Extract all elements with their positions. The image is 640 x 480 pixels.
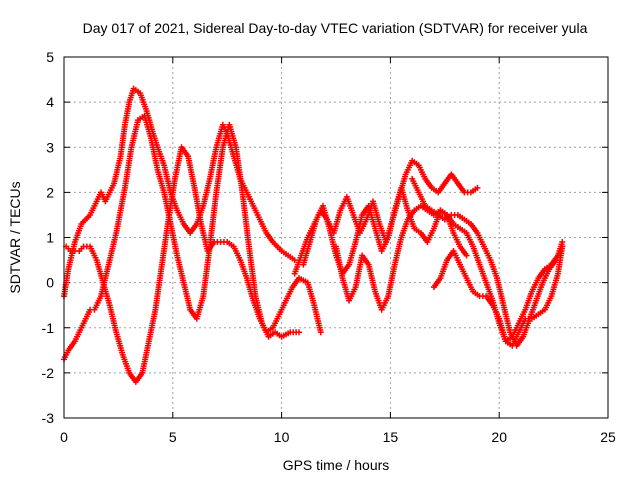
plot-frame: [63, 56, 609, 419]
x-tick-label: 25: [600, 429, 616, 445]
data-point: [296, 329, 303, 336]
y-tick-label: 1: [46, 230, 54, 246]
y-tick-label: 5: [46, 49, 54, 65]
data-point: [463, 252, 470, 259]
data-points: [61, 85, 566, 385]
y-tick-label: 0: [46, 275, 54, 291]
data-point: [317, 329, 324, 336]
x-tick-label: 10: [274, 429, 290, 445]
chart-title: Day 017 of 2021, Sidereal Day-to-day VTE…: [83, 20, 588, 36]
x-tick-label: 5: [169, 429, 177, 445]
y-axis-label: SDTVAR / TECUs: [7, 181, 23, 293]
axis-ticks: 0 5 10 15 20 25 -3 -2 -1 0 1 2 3 4 5: [42, 49, 616, 445]
y-tick-label: 4: [46, 94, 54, 110]
y-tick-label: 3: [46, 139, 54, 155]
x-tick-label: 0: [60, 429, 68, 445]
x-tick-label: 15: [383, 429, 399, 445]
grid: [64, 57, 608, 418]
data-point: [559, 243, 566, 250]
y-tick-label: -1: [42, 320, 55, 336]
y-tick-label: 2: [46, 184, 54, 200]
data-point: [474, 184, 481, 191]
x-axis-label: GPS time / hours: [283, 457, 390, 473]
y-tick-label: -2: [42, 365, 55, 381]
x-tick-label: 20: [491, 429, 507, 445]
y-tick-label: -3: [42, 410, 55, 426]
